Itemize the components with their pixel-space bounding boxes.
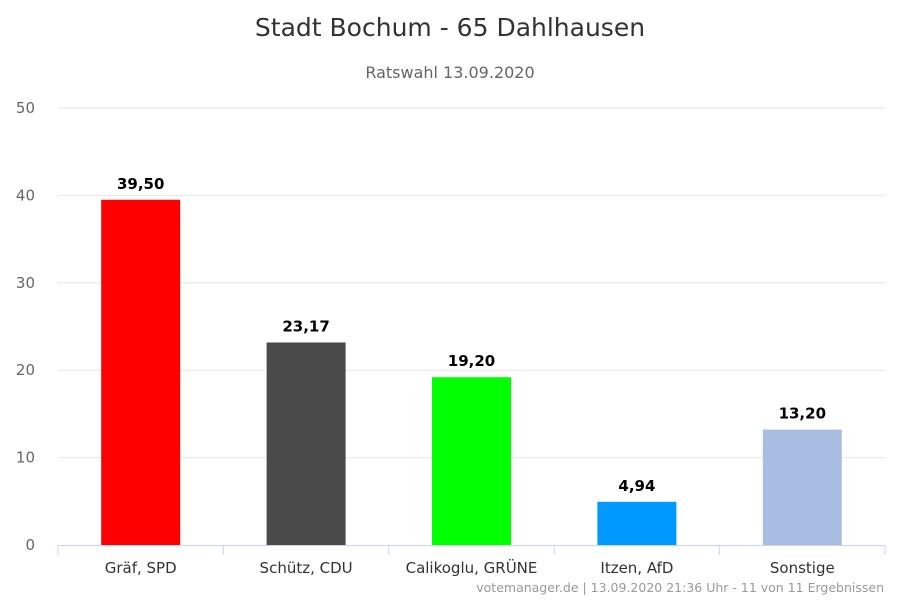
- data-label: 13,20: [779, 405, 826, 423]
- data-label: 23,17: [282, 317, 329, 335]
- bar[interactable]: [762, 429, 842, 545]
- y-tick-label: 50: [16, 99, 35, 117]
- y-axis-ticks: 0 10 20 30 40 50: [16, 99, 35, 554]
- bar[interactable]: [597, 501, 677, 545]
- credits-link[interactable]: votemanager.de | 13.09.2020 21:36 Uhr - …: [476, 580, 884, 595]
- y-tick-label: 40: [16, 186, 35, 204]
- x-tick-label: Sonstige: [770, 559, 835, 577]
- x-tick-label: Gräf, SPD: [105, 559, 177, 577]
- y-tick-label: 30: [16, 274, 35, 292]
- y-tick-label: 0: [25, 536, 35, 554]
- bar[interactable]: [432, 377, 511, 545]
- data-labels: 39,50 23,17 19,20 4,94 13,20: [117, 175, 826, 495]
- y-tick-label: 20: [16, 361, 35, 379]
- gridlines: [58, 107, 885, 459]
- data-label: 39,50: [117, 175, 164, 193]
- data-label: 4,94: [618, 477, 655, 495]
- x-tick-label: Itzen, AfD: [600, 559, 673, 577]
- y-tick-label: 10: [16, 449, 35, 467]
- x-tick-label: Schütz, CDU: [260, 559, 353, 577]
- x-axis: Gräf, SPD Schütz, CDU Calikoglu, GRÜNE Itze…: [57, 545, 886, 577]
- data-label: 19,20: [448, 352, 495, 370]
- chart-title: Stadt Bochum - 65 Dahlhausen: [255, 13, 645, 42]
- bars: [101, 199, 842, 545]
- chart-subtitle: Ratswahl 13.09.2020: [365, 63, 534, 82]
- bar[interactable]: [101, 199, 181, 545]
- bar[interactable]: [266, 342, 346, 545]
- x-tick-label: Calikoglu, GRÜNE: [406, 558, 538, 577]
